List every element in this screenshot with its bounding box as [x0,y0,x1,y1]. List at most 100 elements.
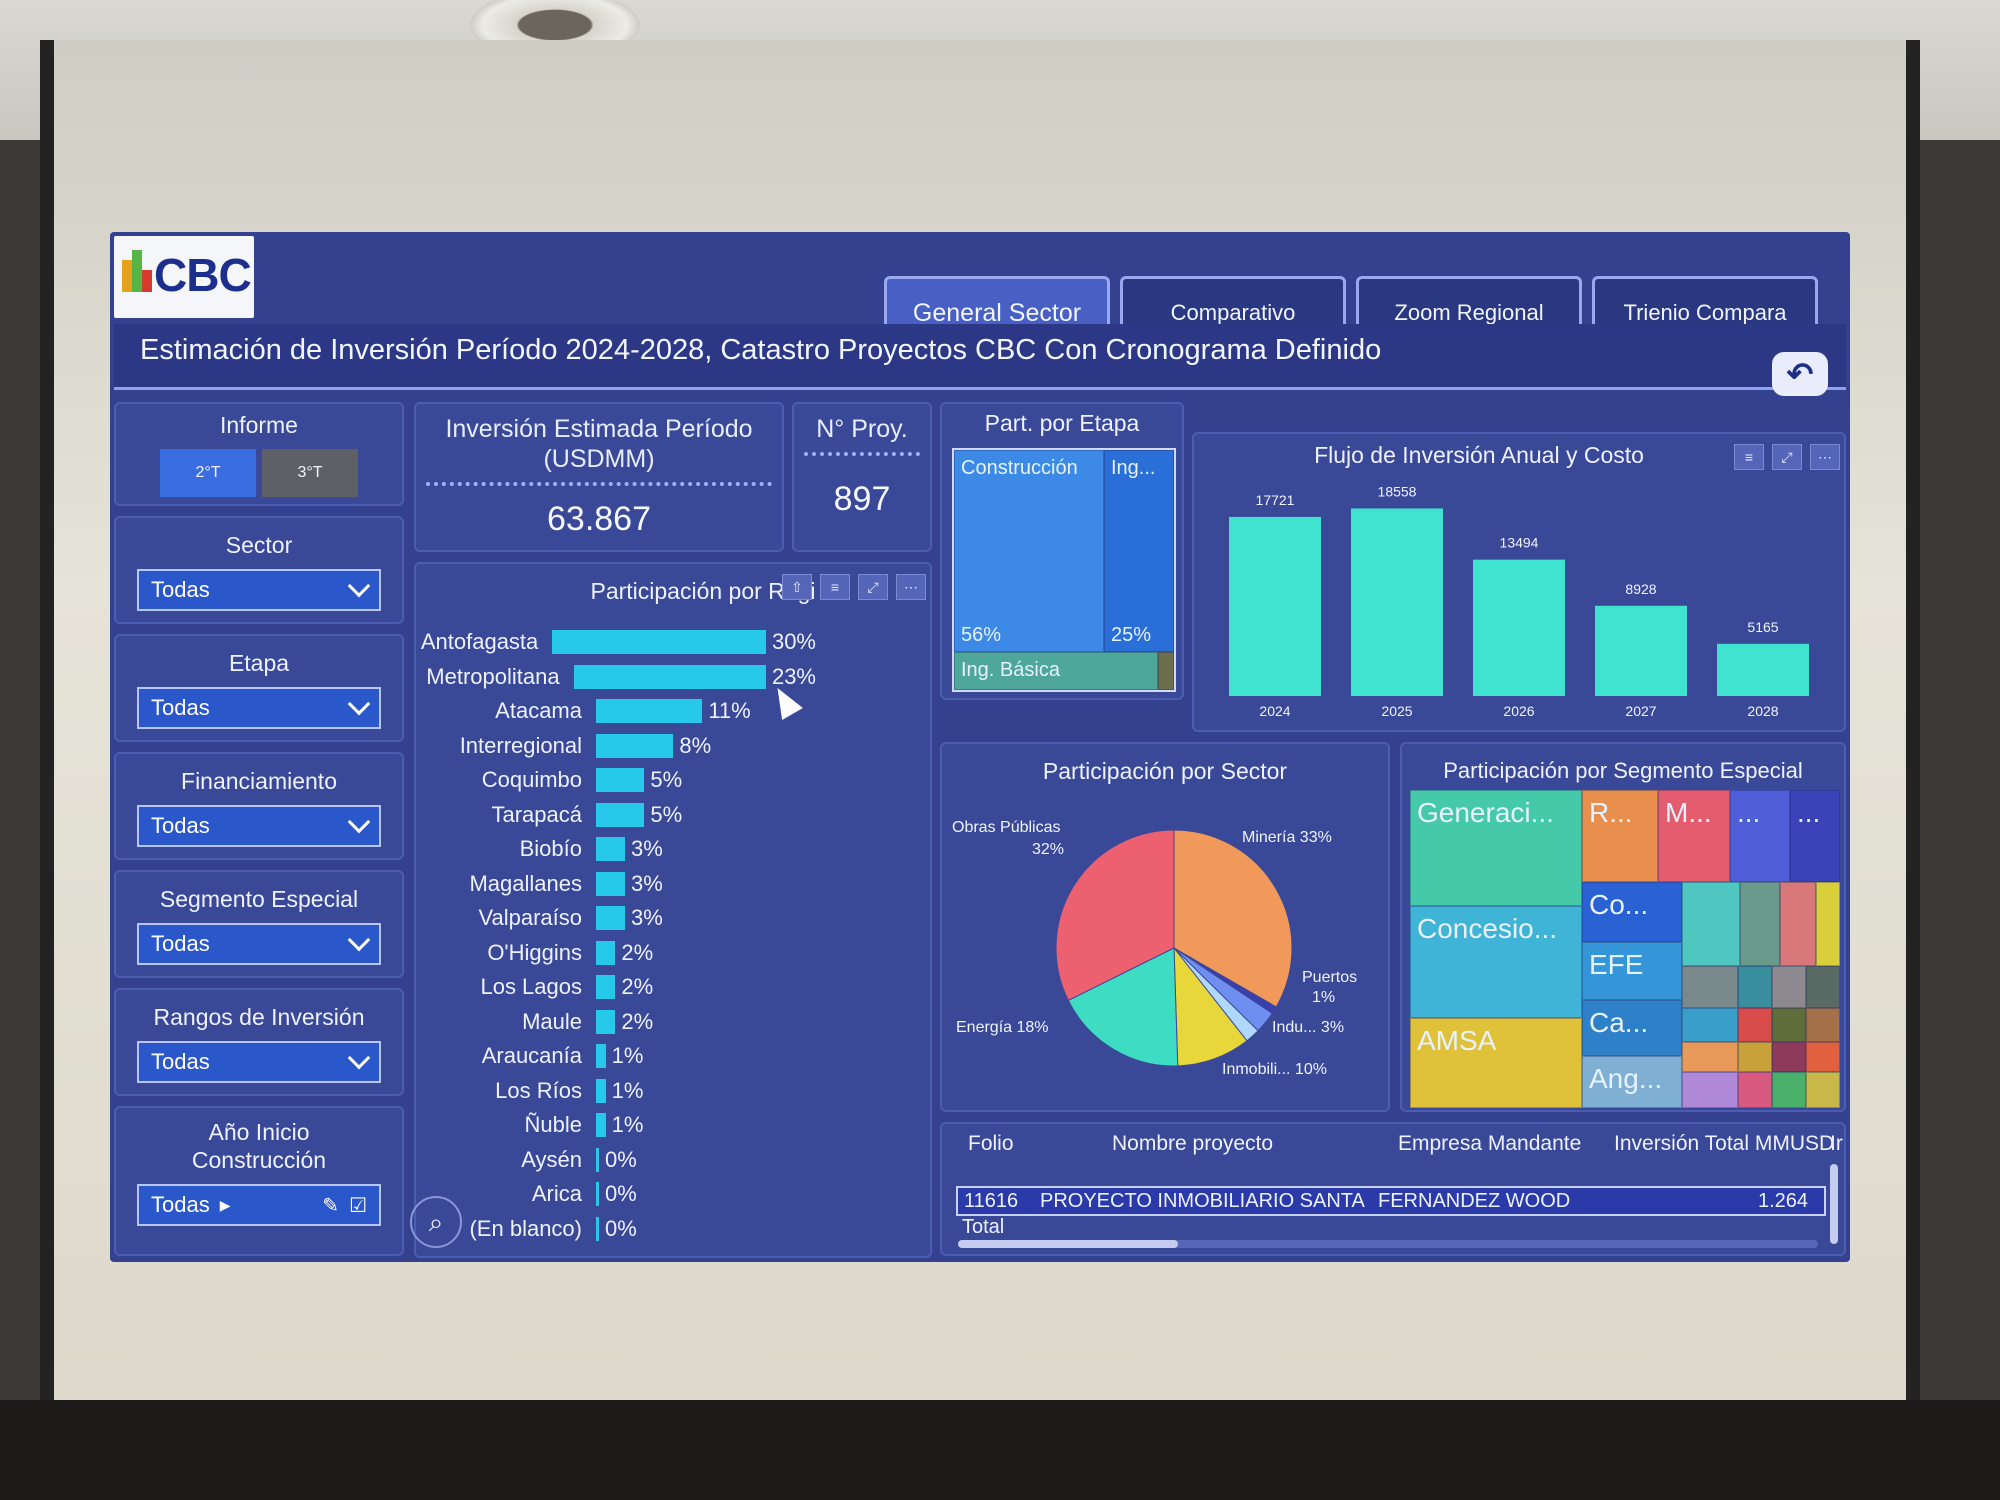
treemap-cell[interactable] [1780,882,1816,966]
treemap-cell[interactable] [1738,1008,1772,1042]
region-bar[interactable] [596,940,616,965]
region-bar-row[interactable]: Los Lagos 2% [416,971,816,1003]
treemap-cell[interactable] [1740,882,1780,966]
anio-dropdown[interactable]: Todas ▶ ✎ ☑ [137,1184,381,1226]
region-bar[interactable] [596,1113,606,1137]
pie-slice[interactable] [1055,829,1175,1002]
region-bar[interactable] [552,630,766,654]
scrollbar-thumb[interactable] [958,1240,1178,1248]
region-bar-row[interactable]: Maule 2% [416,1006,816,1038]
table-header-empresa[interactable]: Empresa Mandante [1398,1132,1582,1155]
table-header-nombre[interactable]: Nombre proyecto [1112,1132,1274,1155]
informe-option-2t[interactable]: 2°T [160,449,256,497]
pie-slice[interactable] [1173,946,1248,1067]
treemap-cell[interactable]: ... [1790,790,1840,882]
region-bar[interactable] [596,871,625,896]
checklist-icon[interactable]: ☑ [349,1194,367,1217]
focus-mode-icon[interactable]: ⤢ [1772,444,1802,470]
pencil-icon[interactable]: ✎ [322,1194,340,1217]
treemap-cell[interactable] [1772,1008,1806,1042]
region-bar[interactable] [596,1147,599,1172]
treemap-cell[interactable] [1682,966,1738,1008]
flujo-bar[interactable] [1717,643,1809,696]
region-bar[interactable] [596,802,645,827]
region-bar-row[interactable]: Tarapacá 5% [416,799,816,831]
treemap-cell[interactable]: Generaci... [1410,790,1582,906]
region-bar[interactable] [573,664,766,689]
flujo-bar[interactable] [1229,516,1321,696]
pie-slice[interactable] [1067,947,1179,1067]
flujo-bar[interactable] [1351,508,1443,696]
region-bar-row[interactable]: Magallanes 3% [416,868,816,900]
region-bar-row[interactable]: (En blanco) 0% [416,1213,816,1245]
treemap-cell[interactable]: Ca... [1582,1000,1682,1056]
treemap-cell[interactable] [1772,1072,1806,1108]
treemap-cell[interactable]: Ang... [1582,1056,1682,1108]
search-icon[interactable]: ⌕ [410,1196,462,1248]
treemap-cell[interactable] [1806,1042,1840,1072]
treemap-cell[interactable] [1682,1008,1738,1042]
region-bar[interactable] [596,1044,606,1068]
treemap-cell[interactable] [1738,966,1772,1008]
treemap-cell-ing-basica[interactable]: Ing. Básica [954,652,1158,690]
region-bar[interactable] [596,699,703,723]
region-bar[interactable] [596,1182,599,1206]
treemap-cell[interactable] [1682,882,1740,966]
treemap-cell[interactable] [1772,966,1806,1008]
treemap-cell[interactable]: M... [1658,790,1730,882]
treemap-cell[interactable] [1682,1072,1738,1108]
treemap-cell[interactable] [1816,882,1840,966]
treemap-cell[interactable]: Concesio... [1410,906,1582,1018]
treemap-cell[interactable]: EFE [1582,942,1682,1000]
sector-dropdown[interactable]: Todas [137,569,381,611]
region-bar-row[interactable]: Coquimbo 5% [416,764,816,796]
more-options-icon[interactable]: ⋯ [896,574,926,600]
treemap-cell[interactable] [1682,1042,1738,1072]
filter-icon[interactable]: ≡ [820,574,850,600]
region-bar[interactable] [596,1009,616,1034]
flujo-bar[interactable] [1595,605,1687,696]
region-bar-row[interactable]: Antofagasta 30% [416,626,816,658]
treemap-cell[interactable] [1806,1008,1840,1042]
financiamiento-dropdown[interactable]: Todas [137,805,381,847]
region-bar[interactable] [596,837,625,861]
region-bar-row[interactable]: Los Ríos 1% [416,1075,816,1107]
treemap-cell[interactable]: Co... [1582,882,1682,942]
treemap-cell-ing[interactable]: Ing... 25% [1104,450,1174,652]
region-bar-row[interactable]: Valparaíso 3% [416,902,816,934]
region-bar-row[interactable]: Aysén 0% [416,1144,816,1176]
region-bar[interactable] [596,768,645,792]
region-bar[interactable] [596,733,674,758]
region-bar[interactable] [596,975,616,999]
segmento-dropdown[interactable]: Todas [137,923,381,965]
more-options-icon[interactable]: ⋯ [1810,444,1840,470]
pie-slice[interactable] [1173,829,1293,1008]
region-bar-row[interactable]: Arica 0% [416,1178,816,1210]
horizontal-scrollbar[interactable] [958,1240,1818,1248]
vertical-scrollbar[interactable] [1830,1164,1838,1244]
table-header-ir[interactable]: Ir [1830,1132,1843,1155]
treemap-cell[interactable] [1738,1072,1772,1108]
treemap-cell-construccion[interactable]: Construcción 56% [954,450,1104,652]
region-bar-row[interactable]: Araucanía 1% [416,1040,816,1072]
region-bar[interactable] [596,906,625,930]
region-bar-row[interactable]: Ñuble 1% [416,1109,816,1141]
region-bar-row[interactable]: Interregional 8% [416,730,816,762]
filter-icon[interactable]: ≡ [1734,444,1764,470]
pin-icon[interactable]: ⇧ [782,574,812,600]
region-bar-row[interactable]: Biobío 3% [416,833,816,865]
region-bar-row[interactable]: Metropolitana 23% [416,661,816,693]
treemap-cell-other[interactable] [1158,652,1174,690]
table-row[interactable]: 11616 PROYECTO INMOBILIARIO SANTA FERNAN… [956,1186,1826,1216]
treemap-cell[interactable] [1806,966,1840,1008]
treemap-cell[interactable]: AMSA [1410,1018,1582,1108]
focus-mode-icon[interactable]: ⤢ [858,574,888,600]
rangos-dropdown[interactable]: Todas [137,1041,381,1083]
treemap-cell[interactable]: ... [1730,790,1790,882]
region-bar-row[interactable]: Atacama 11% [416,695,816,727]
table-header-inversion[interactable]: Inversión Total MMUSD [1614,1132,1835,1155]
treemap-cell[interactable] [1738,1042,1772,1072]
treemap-cell[interactable]: R... [1582,790,1658,882]
table-header-folio[interactable]: Folio [968,1132,1014,1155]
region-bar-row[interactable]: O'Higgins 2% [416,937,816,969]
